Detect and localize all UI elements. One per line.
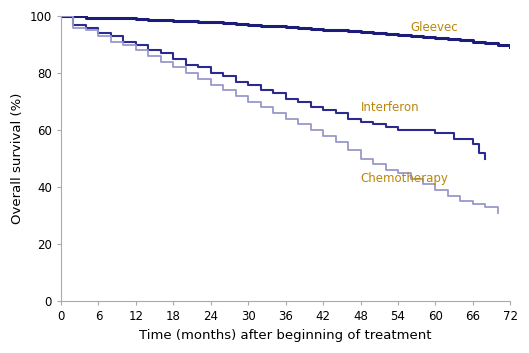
X-axis label: Time (months) after beginning of treatment: Time (months) after beginning of treatme… xyxy=(140,329,432,342)
Text: Interferon: Interferon xyxy=(361,101,419,114)
Y-axis label: Overall survival (%): Overall survival (%) xyxy=(11,93,24,225)
Text: Chemotherapy: Chemotherapy xyxy=(361,172,449,185)
Text: Gleevec: Gleevec xyxy=(411,21,458,34)
